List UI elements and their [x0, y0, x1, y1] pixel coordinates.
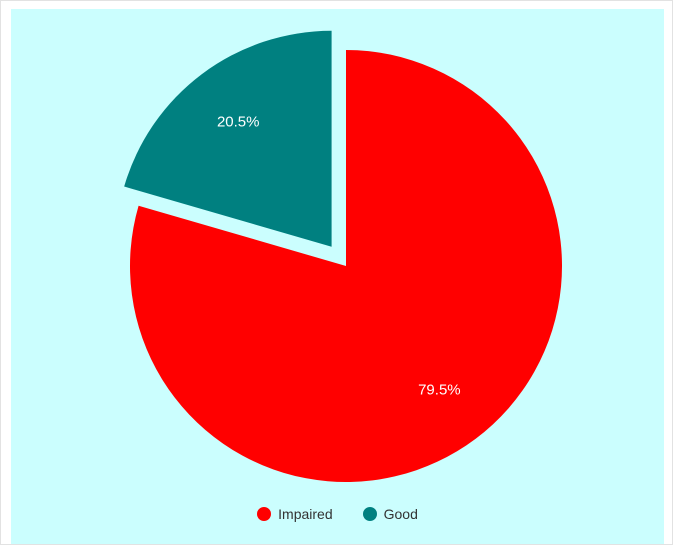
legend-label-impaired: Impaired: [278, 506, 333, 522]
labels-group: 79.5% 20.5%: [217, 113, 461, 398]
legend-item-good[interactable]: Good: [362, 506, 418, 522]
legend-marker-good: [362, 507, 377, 521]
legend-label-good: Good: [383, 506, 418, 522]
pie-slice-impaired[interactable]: [129, 50, 562, 482]
slice-label-impaired: 79.5%: [418, 381, 461, 398]
legend-marker-impaired: [257, 507, 272, 521]
legend-item-impaired[interactable]: Impaired: [257, 506, 333, 522]
pie-chart: 79.5% 20.5%: [124, 30, 562, 482]
pie-slice-good[interactable]: [124, 30, 332, 247]
chart-legend: Impaired Good: [11, 506, 664, 522]
slices-group: [124, 30, 562, 482]
slice-label-good: 20.5%: [217, 113, 260, 130]
chart-area: 79.5% 20.5% Impaired Good: [11, 9, 664, 544]
